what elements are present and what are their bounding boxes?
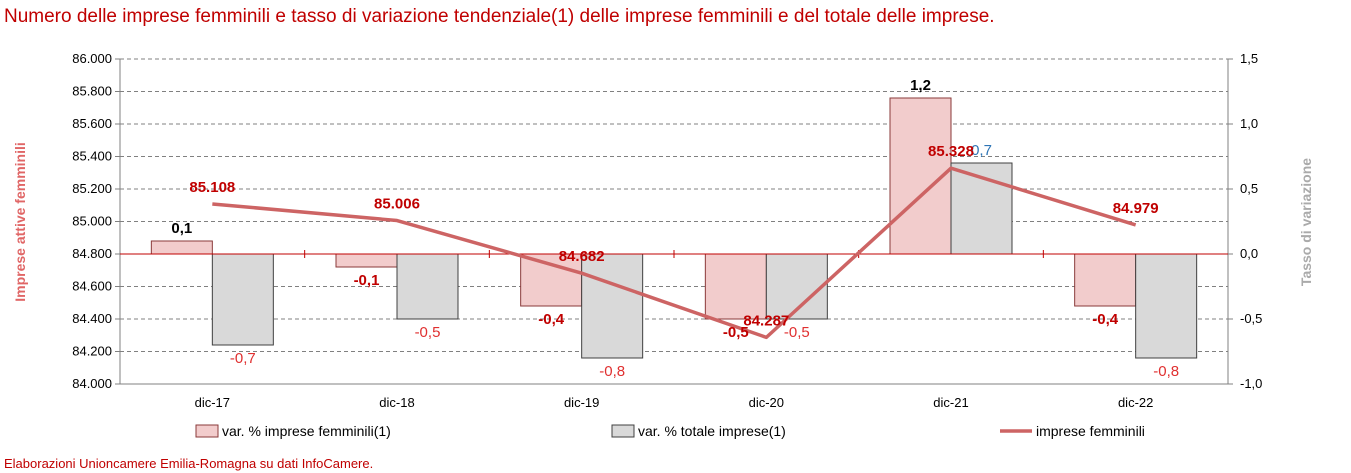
data-label-femminili: -0,5 bbox=[723, 324, 749, 341]
y-right-tick-label: 0,5 bbox=[1240, 181, 1258, 196]
data-label-totale: -0,8 bbox=[599, 363, 625, 380]
data-label-totale: -0,5 bbox=[784, 324, 810, 341]
y-left-tick-label: 84.000 bbox=[72, 376, 112, 391]
bar-totale bbox=[1135, 253, 1198, 359]
data-labels: 0,1 -0,7 -0,1 -0,5 -0,4 -0,8 -0,5 -0,5 1,2 0,7 -0,… bbox=[171, 77, 1179, 380]
y-left-tick-label: 84.400 bbox=[72, 311, 112, 326]
y-right-tick-label: 0,0 bbox=[1240, 246, 1258, 261]
tick-labels: 84.000 84.200 84.400 84.600 84.800 85.000 85.2… bbox=[72, 51, 1262, 410]
legend-label-femminili: var. % imprese femminili(1) bbox=[222, 423, 391, 439]
y-right-tick-label: 1,5 bbox=[1240, 51, 1258, 66]
legend-label-line: imprese femminili bbox=[1036, 423, 1145, 439]
bar-totale bbox=[396, 253, 459, 320]
data-label-totale: -0,8 bbox=[1153, 363, 1179, 380]
chart-title: Numero delle imprese femminili e tasso d… bbox=[4, 6, 995, 27]
data-label-totale: -0,5 bbox=[415, 324, 441, 341]
y-left-tick-label: 85.400 bbox=[72, 149, 112, 164]
bar-femminili bbox=[704, 253, 767, 320]
y-left-tick-label: 85.200 bbox=[72, 181, 112, 196]
data-label-line: 85.006 bbox=[374, 196, 420, 213]
y-left-tick-label: 84.600 bbox=[72, 279, 112, 294]
y-left-axis-title: Imprese attive femminili bbox=[12, 142, 28, 302]
y-right-tick-label: 1,0 bbox=[1240, 116, 1258, 131]
data-label-line: 85.328 bbox=[928, 143, 974, 160]
y-left-tick-label: 84.800 bbox=[72, 246, 112, 261]
x-tick-label: dic-21 bbox=[933, 395, 968, 410]
gridlines bbox=[120, 58, 1228, 352]
y-right-tick-label: -0,5 bbox=[1240, 311, 1262, 326]
legend-label-totale: var. % totale imprese(1) bbox=[638, 423, 786, 439]
x-tick-label: dic-19 bbox=[564, 395, 599, 410]
legend: var. % imprese femminili(1) var. % totale… bbox=[195, 423, 1145, 439]
legend-swatch-femminili bbox=[195, 424, 219, 438]
data-label-femminili: -0,1 bbox=[354, 272, 380, 289]
bar-totale bbox=[211, 253, 274, 346]
x-tick-label: dic-17 bbox=[195, 395, 230, 410]
y-left-tick-label: 85.600 bbox=[72, 116, 112, 131]
data-label-femminili: 1,2 bbox=[910, 77, 931, 94]
data-label-totale: 0,7 bbox=[971, 142, 992, 159]
bar-femminili bbox=[1074, 253, 1137, 307]
data-label-femminili: -0,4 bbox=[1092, 311, 1119, 328]
bar-femminili bbox=[150, 240, 213, 255]
data-label-femminili: -0,4 bbox=[538, 311, 565, 328]
data-label-totale: -0,7 bbox=[230, 350, 256, 367]
y-right-axis-title: Tasso di variazione bbox=[1298, 158, 1314, 286]
data-label-line: 85.108 bbox=[189, 179, 235, 196]
source-note: Elaborazioni Unioncamere Emilia-Romagna … bbox=[4, 456, 374, 471]
data-label-femminili: 0,1 bbox=[171, 220, 192, 237]
y-left-tick-label: 86.000 bbox=[72, 51, 112, 66]
bar-totale bbox=[581, 253, 644, 359]
y-left-tick-label: 84.200 bbox=[72, 344, 112, 359]
x-tick-label: dic-20 bbox=[749, 395, 784, 410]
y-left-tick-label: 85.000 bbox=[72, 214, 112, 229]
axes bbox=[115, 58, 1233, 385]
data-label-line: 84.682 bbox=[559, 248, 605, 265]
data-label-line: 84.287 bbox=[743, 312, 789, 329]
line-series bbox=[212, 166, 1137, 340]
y-left-tick-label: 85.800 bbox=[72, 84, 112, 99]
x-tick-label: dic-18 bbox=[379, 395, 414, 410]
bar-femminili bbox=[335, 253, 398, 268]
legend-swatch-totale bbox=[611, 424, 635, 438]
x-tick-label: dic-22 bbox=[1118, 395, 1153, 410]
y-right-tick-label: -1,0 bbox=[1240, 376, 1262, 391]
data-label-line: 84.979 bbox=[1113, 200, 1159, 217]
line-imprese-femminili bbox=[212, 166, 1137, 340]
